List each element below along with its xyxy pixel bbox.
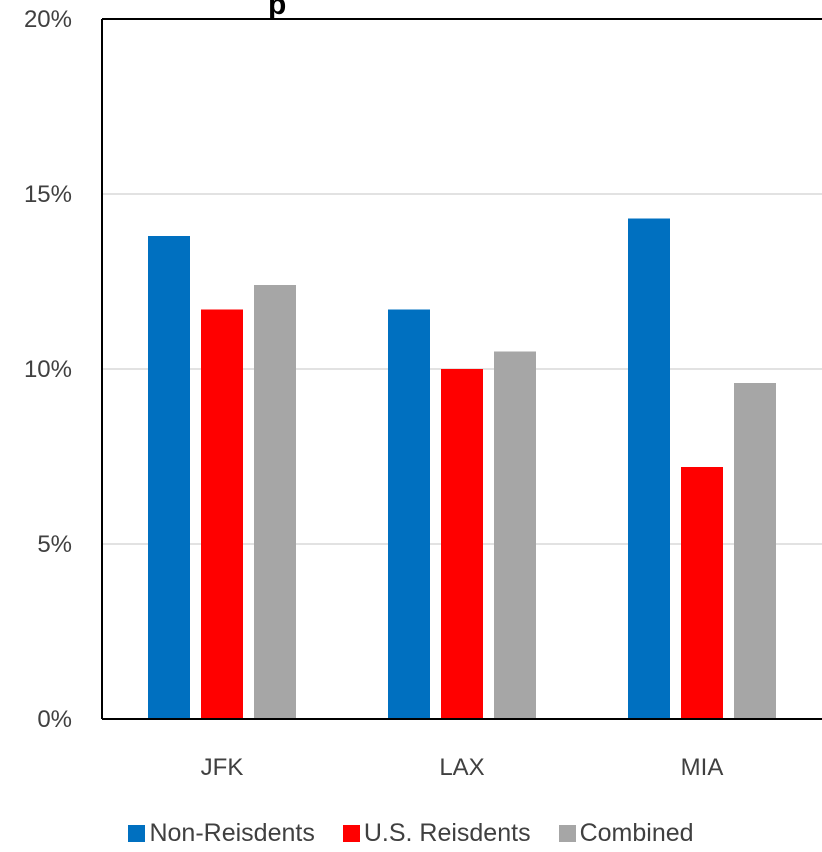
bar-mia-series-1 <box>681 467 723 719</box>
bar-chart: 0% 5% 10% 15% 20% JFK LAX MIA p <box>24 0 822 781</box>
legend-swatch-non-residents <box>128 824 146 842</box>
y-tick-label: 10% <box>24 356 72 383</box>
legend: Non-Reisdents U.S. Reisdents Combined <box>0 814 822 852</box>
x-tick-label: MIA <box>681 754 724 781</box>
bars <box>148 218 776 719</box>
y-tick-label: 15% <box>24 181 72 208</box>
chart-title-fragment: p <box>268 0 286 21</box>
x-tick-labels: JFK LAX MIA <box>201 754 724 781</box>
bar-mia-series-2 <box>734 383 776 719</box>
legend-item-combined: Combined <box>558 818 694 848</box>
bar-jfk-series-1 <box>201 309 243 719</box>
bar-jfk-series-2 <box>254 285 296 719</box>
bar-lax-series-1 <box>441 369 483 719</box>
y-tick-labels: 0% 5% 10% 15% 20% <box>24 6 72 733</box>
y-tick-label: 20% <box>24 6 72 33</box>
legend-swatch-combined <box>558 824 576 842</box>
bar-lax-series-2 <box>494 351 536 719</box>
x-tick-label: JFK <box>201 754 244 781</box>
y-tick-label: 5% <box>37 531 72 558</box>
x-tick-label: LAX <box>439 754 484 781</box>
legend-label-non-residents: Non-Reisdents <box>149 819 315 847</box>
legend-item-us-residents: U.S. Reisdents <box>342 818 531 848</box>
bar-jfk-series-0 <box>148 236 190 719</box>
bar-mia-series-0 <box>628 218 670 719</box>
y-tick-label: 0% <box>37 706 72 733</box>
legend-label-combined: Combined <box>579 819 694 847</box>
legend-swatch-us-residents <box>342 824 360 842</box>
bar-lax-series-0 <box>388 309 430 719</box>
legend-label-us-residents: U.S. Reisdents <box>363 819 531 847</box>
legend-item-non-residents: Non-Reisdents <box>128 818 315 848</box>
